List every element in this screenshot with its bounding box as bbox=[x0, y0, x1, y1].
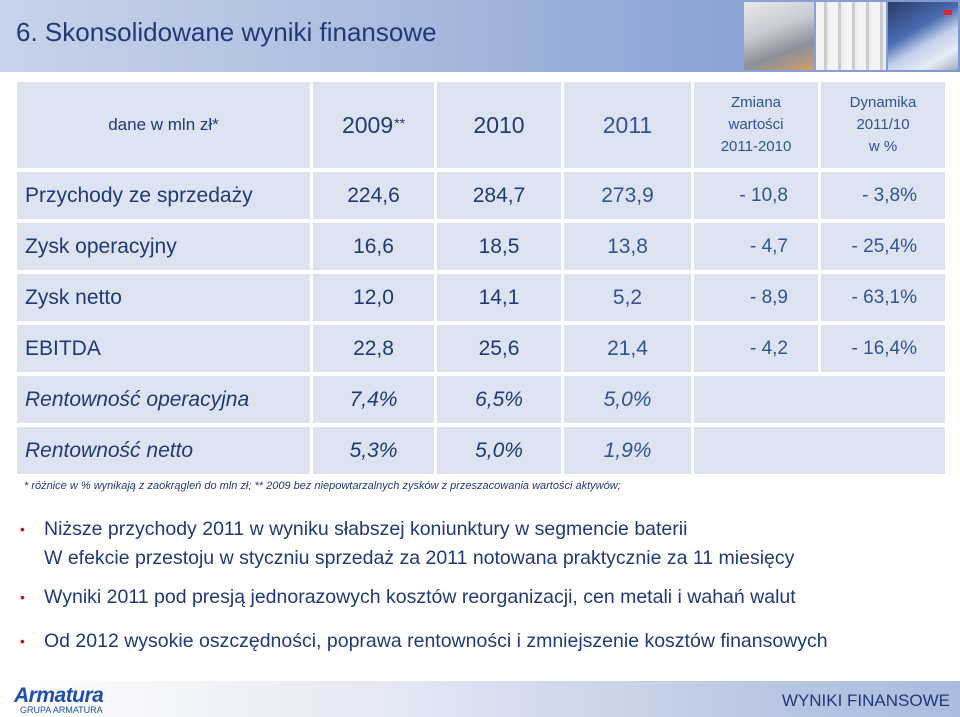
value-2010: 5,0% bbox=[437, 427, 561, 474]
value-2010: 6,5% bbox=[437, 376, 561, 423]
row-label: Zysk operacyjny bbox=[17, 223, 310, 270]
row-label: Przychody ze sprzedaży bbox=[17, 172, 310, 219]
bullet-item: • Od 2012 wysokie oszczędności, poprawa … bbox=[20, 628, 828, 654]
bullet-icon: • bbox=[20, 521, 25, 537]
table-row: EBITDA 22,8 25,6 21,4 - 4,2 - 16,4% bbox=[17, 325, 945, 372]
dynamics-header: Dynamika 2011/10 w % bbox=[821, 82, 945, 168]
change-header-line: 2011-2010 bbox=[720, 138, 792, 155]
bullet-icon: • bbox=[20, 589, 25, 605]
value-2011: 5,2 bbox=[564, 274, 691, 321]
value-2011: 273,9 bbox=[564, 172, 691, 219]
table-footnote: * różnice w % wynikają z zaokrągleń do m… bbox=[24, 480, 621, 492]
header-images bbox=[744, 2, 958, 70]
value-dynamics: - 63,1% bbox=[821, 274, 945, 321]
row-label: EBITDA bbox=[17, 325, 310, 372]
year-2011-header: 2011 bbox=[564, 82, 691, 168]
value-2009: 7,4% bbox=[313, 376, 434, 423]
units-header: dane w mln zł* bbox=[17, 82, 310, 168]
change-header-line: wartości bbox=[728, 116, 784, 133]
empty-cell bbox=[694, 427, 945, 474]
row-label: Rentowność operacyjna bbox=[17, 376, 310, 423]
value-2011: 13,8 bbox=[564, 223, 691, 270]
row-label: Zysk netto bbox=[17, 274, 310, 321]
bullet-item: • Wyniki 2011 pod presją jednorazowych k… bbox=[20, 584, 796, 610]
bullet-item: • Niższe przychody 2011 w wyniku słabsze… bbox=[20, 516, 794, 571]
value-2009: 22,8 bbox=[313, 325, 434, 372]
change-header-line: Zmiana bbox=[730, 94, 782, 111]
value-2009: 16,6 bbox=[313, 223, 434, 270]
value-2011: 5,0% bbox=[564, 376, 691, 423]
slide-footer: Armatura GRUPA ARMATURA WYNIKI FINANSOWE bbox=[0, 681, 960, 717]
value-2010: 284,7 bbox=[437, 172, 561, 219]
table-row: Przychody ze sprzedaży 224,6 284,7 273,9… bbox=[17, 172, 945, 219]
bullet-line: Od 2012 wysokie oszczędności, poprawa re… bbox=[44, 630, 828, 652]
value-2010: 25,6 bbox=[437, 325, 561, 372]
slide-header: 6. Skonsolidowane wyniki finansowe bbox=[0, 0, 960, 72]
value-dynamics: - 3,8% bbox=[821, 172, 945, 219]
bullet-line: W efekcie przestoju w styczniu sprzedaż … bbox=[44, 547, 795, 569]
table-row: Zysk netto 12,0 14,1 5,2 - 8,9 - 63,1% bbox=[17, 274, 945, 321]
table-row: Rentowność operacyjna 7,4% 6,5% 5,0% bbox=[17, 376, 945, 423]
year-2011-text: 2011 bbox=[602, 111, 653, 138]
value-2010: 14,1 bbox=[437, 274, 561, 321]
bullet-line: Wyniki 2011 pod presją jednorazowych kos… bbox=[44, 586, 796, 608]
company-logo: Armatura bbox=[14, 684, 104, 707]
value-dynamics: - 16,4% bbox=[821, 325, 945, 372]
year-2009-header: 2009 ** bbox=[313, 82, 434, 168]
row-label: Rentowność netto bbox=[17, 427, 310, 474]
bullet-icon: • bbox=[20, 633, 25, 649]
value-2009: 12,0 bbox=[313, 274, 434, 321]
year-2009-text: 2009 bbox=[341, 111, 394, 138]
slide-title: 6. Skonsolidowane wyniki finansowe bbox=[16, 17, 437, 47]
value-2009: 224,6 bbox=[313, 172, 434, 219]
value-change: - 4,7 bbox=[694, 223, 818, 270]
year-2010-header: 2010 bbox=[437, 82, 561, 168]
table-header-row: dane w mln zł* 2009 ** 2010 2011 Zmiana w… bbox=[17, 82, 945, 168]
value-dynamics: - 25,4% bbox=[821, 223, 945, 270]
value-2010: 18,5 bbox=[437, 223, 561, 270]
footer-section-title: WYNIKI FINANSOWE bbox=[781, 691, 950, 710]
value-change: - 10,8 bbox=[694, 172, 818, 219]
company-logo-subtitle: GRUPA ARMATURA bbox=[20, 705, 103, 715]
valves-photo bbox=[744, 2, 814, 70]
empty-cell bbox=[694, 376, 945, 423]
value-change: - 8,9 bbox=[694, 274, 818, 321]
dynamics-header-line: Dynamika bbox=[849, 94, 917, 111]
faucet-photo bbox=[888, 2, 958, 70]
year-2010-text: 2010 bbox=[473, 111, 525, 138]
value-2011: 1,9% bbox=[564, 427, 691, 474]
dynamics-header-line: 2011/10 bbox=[856, 116, 910, 133]
change-header: Zmiana wartości 2011-2010 bbox=[694, 82, 818, 168]
value-2009: 5,3% bbox=[313, 427, 434, 474]
value-change: - 4,2 bbox=[694, 325, 818, 372]
value-2011: 21,4 bbox=[564, 325, 691, 372]
bullet-line: Niższe przychody 2011 w wyniku słabszej … bbox=[44, 518, 688, 540]
radiator-photo bbox=[816, 2, 886, 70]
table-row: Zysk operacyjny 16,6 18,5 13,8 - 4,7 - 2… bbox=[17, 223, 945, 270]
year-2009-footnote-mark: ** bbox=[394, 115, 406, 131]
table-row: Rentowność netto 5,3% 5,0% 1,9% bbox=[17, 427, 945, 474]
dynamics-header-line: w % bbox=[868, 138, 898, 155]
